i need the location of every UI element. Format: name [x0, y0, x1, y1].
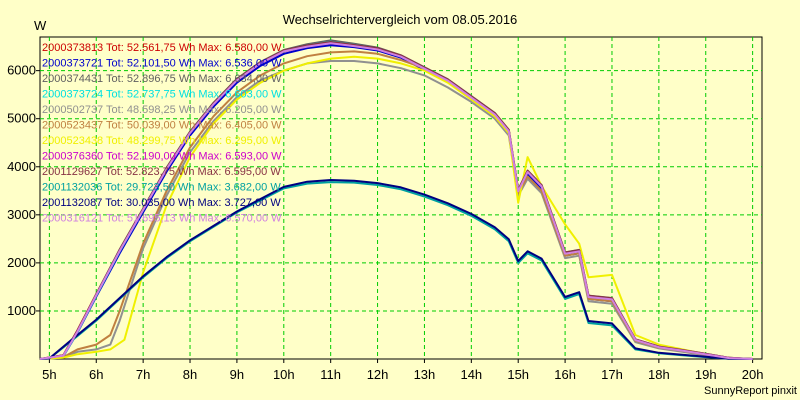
x-tick-label: 18h: [648, 367, 670, 382]
legend-entry-2000523437: 2000523437 Tot: 50.039,00 Wh Max: 6.405,…: [42, 120, 282, 132]
x-tick-label: 10h: [273, 367, 295, 382]
x-tick-label: 13h: [414, 367, 436, 382]
legend-entry-2001132036: 2001132036 Tot: 29.723,50 Wh Max: 3.682,…: [42, 182, 281, 194]
legend-entry-2000376360: 2000376360 Tot: 52.190,00 Wh Max: 6.593,…: [42, 151, 282, 163]
plot-area: [39, 36, 763, 360]
grid: [36, 37, 762, 363]
x-tick-label: 5h: [42, 367, 56, 382]
x-tick-label: 14h: [460, 367, 482, 382]
y-tick-label: 6000: [7, 63, 36, 78]
x-tick-label: 20h: [742, 367, 764, 382]
x-tick-label: 11h: [320, 367, 341, 382]
legend-entry-2000502737: 2000502737 Tot: 48.598,25 Wh Max: 6.205,…: [42, 104, 282, 116]
legend-entry-2000374431: 2000374431 Tot: 52.896,75 Wh Max: 6.634,…: [42, 73, 282, 85]
series-line-2001132087: [39, 179, 753, 360]
legend-entry-2000523438: 2000523438 Tot: 48.299,75 Wh Max: 6.295,…: [42, 135, 282, 147]
x-tick-label: 6h: [89, 367, 103, 382]
legend-entry-2000373813: 2000373813 Tot: 52.561,75 Wh Max: 6.580,…: [42, 42, 282, 54]
legend-entry-2001132087: 2001132087 Tot: 30.035,00 Wh Max: 3.727,…: [42, 197, 281, 209]
x-tick-label: 15h: [507, 367, 529, 382]
axis-tick-labels: 5h 6h 7h 8h 9h 10h 11h 12h 13h 14h 15h 16h 17h 18h 19h…: [7, 63, 763, 382]
y-tick-label: 2000: [7, 255, 36, 270]
y-tick-label: 1000: [7, 303, 36, 318]
x-tick-label: 7h: [136, 367, 150, 382]
legend-entry-2000373724: 2000373724 Tot: 52.737,75 Wh Max: 6.603,…: [42, 89, 282, 101]
y-tick-label: 3000: [7, 207, 36, 222]
chart-title: Wechselrichtervergleich vom 08.05.2016: [283, 12, 518, 27]
x-tick-label: 12h: [367, 367, 389, 382]
legend-entry-2000316121: 2000316121 Tot: 51.695,13 Wh Max: 6.570,…: [42, 213, 282, 225]
x-tick-label: 17h: [601, 367, 623, 382]
legend-entry-2001129627: 2001129627 Tot: 52.823,75 Wh Max: 6.595,…: [42, 166, 281, 178]
x-tick-label: 9h: [230, 367, 244, 382]
legend-entry-2000373721: 2000373721 Tot: 52.101,50 Wh Max: 6.536,…: [42, 58, 282, 70]
footer-credit: SunnyReport pinxit: [704, 385, 797, 397]
x-tick-label: 19h: [695, 367, 717, 382]
series-line-2000502737: [39, 60, 753, 360]
series-lines: [39, 39, 753, 360]
series-line-2000523438: [39, 55, 753, 360]
y-tick-label: 5000: [7, 111, 36, 126]
y-axis-unit-label: W: [34, 18, 47, 33]
y-tick-label: 4000: [7, 159, 36, 174]
x-tick-label: 8h: [183, 367, 197, 382]
x-tick-label: 16h: [554, 367, 576, 382]
legend: 2000373813 Tot: 52.561,75 Wh Max: 6.580,…: [42, 42, 282, 225]
series-line-2000316121: [39, 42, 753, 360]
